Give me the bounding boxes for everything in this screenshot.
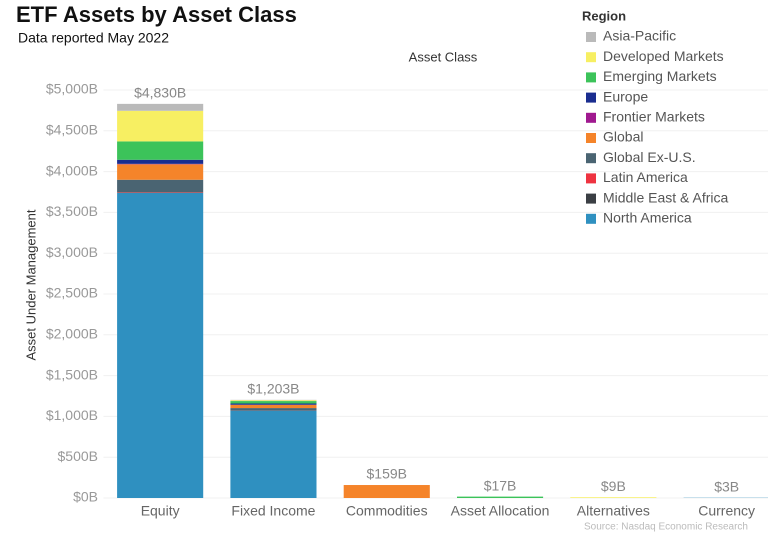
y-tick-label: $5,000B <box>46 81 98 97</box>
legend-label: Global <box>603 129 643 145</box>
bar-segment <box>230 404 317 409</box>
x-tick-label: Asset Allocation <box>451 503 550 519</box>
x-tick-label: Fixed Income <box>231 503 315 519</box>
total-label: $17B <box>484 477 517 493</box>
source: Source: Nasdaq Economic Research <box>584 522 748 533</box>
legend-swatch <box>586 32 596 42</box>
total-label: $3B <box>714 478 739 494</box>
x-tick-label: Equity <box>141 503 180 519</box>
chart-subtitle: Data reported May 2022 <box>18 30 169 46</box>
bar-segment <box>230 403 317 405</box>
legend-swatch <box>586 133 596 143</box>
legend-swatch <box>586 52 596 63</box>
legend-label: Latin America <box>603 169 688 185</box>
y-axis-title: Asset Under Management <box>23 209 38 360</box>
legend-label: Middle East & Africa <box>603 189 728 205</box>
y-tick-label: $500B <box>58 448 98 464</box>
legend-swatch <box>586 92 596 103</box>
legend-label: Developed Markets <box>603 48 724 64</box>
bar-segment <box>117 179 204 192</box>
bar-segment <box>117 110 204 142</box>
y-tick-label: $0B <box>73 489 98 505</box>
total-label: $1,203B <box>247 381 299 397</box>
legend-label: North America <box>603 210 692 226</box>
x-tick-label: Currency <box>698 503 755 519</box>
bar-segment <box>117 103 204 111</box>
legend-swatch <box>586 72 596 83</box>
legend-swatch <box>586 193 596 204</box>
x-header: Asset Class <box>409 49 478 64</box>
x-tick-label: Commodities <box>346 503 428 519</box>
y-tick-label: $2,000B <box>46 326 98 342</box>
legend-label: Global Ex-U.S. <box>603 149 696 165</box>
bar-segment <box>456 496 544 498</box>
legend-title: Region <box>582 8 626 23</box>
bar-segment <box>230 410 317 498</box>
bar-segment <box>117 159 204 164</box>
bar-segment <box>230 408 317 411</box>
y-tick-label: $1,500B <box>46 366 98 382</box>
bar-segment <box>343 485 430 498</box>
chart-title: ETF Assets by Asset Class <box>16 2 297 27</box>
y-tick-label: $2,500B <box>46 285 98 301</box>
y-tick-label: $1,000B <box>46 407 98 423</box>
y-tick-label: $4,500B <box>46 122 98 138</box>
bar-segment <box>117 192 204 499</box>
y-tick-label: $3,500B <box>46 203 98 219</box>
legend-label: Frontier Markets <box>603 109 705 125</box>
bar-segment <box>230 400 317 402</box>
y-tick-label: $4,000B <box>46 162 98 178</box>
legend-label: Emerging Markets <box>603 68 717 84</box>
legend-label: Europe <box>603 88 648 104</box>
total-label: $159B <box>367 466 407 482</box>
bar-segment <box>230 401 317 404</box>
legend-swatch <box>586 153 596 164</box>
bar-segment <box>570 497 657 498</box>
legend-swatch <box>586 173 596 184</box>
legend-label: Asia-Pacific <box>603 28 676 44</box>
legend-swatch <box>586 213 596 224</box>
legend-swatch <box>586 112 596 123</box>
bar-segment <box>117 141 204 160</box>
x-tick-label: Alternatives <box>577 503 650 519</box>
total-label: $4,830B <box>134 85 186 101</box>
y-tick-label: $3,000B <box>46 244 98 260</box>
bar-segment <box>117 164 204 180</box>
total-label: $9B <box>601 478 626 494</box>
